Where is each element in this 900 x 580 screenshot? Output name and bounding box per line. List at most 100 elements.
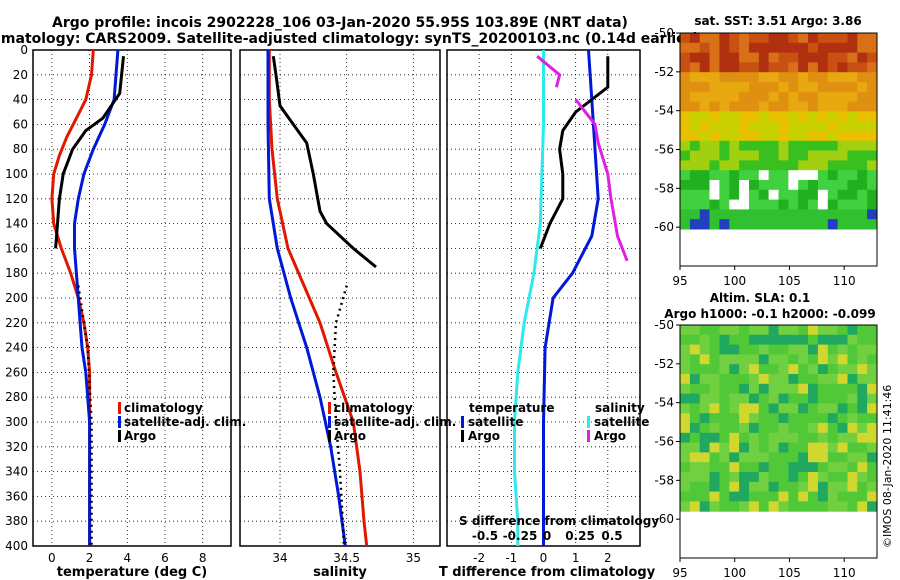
map-cell (808, 452, 819, 463)
map-cell (689, 344, 701, 355)
map-cell (798, 364, 809, 375)
map-cell (817, 52, 829, 63)
map-cell (798, 413, 809, 424)
map-cell (827, 131, 839, 142)
map-y-tick-label: -52 (654, 65, 674, 79)
map-cell (729, 452, 740, 463)
series-line-argo-part2 (77, 285, 93, 546)
map-cell (680, 180, 691, 191)
map-cell (817, 72, 829, 83)
map-cell (847, 393, 858, 404)
map-cell (798, 62, 809, 73)
map-cell (680, 491, 691, 502)
map-cell (739, 189, 750, 201)
map-cell (798, 150, 809, 161)
map-cell (749, 52, 760, 63)
map-cell (699, 452, 711, 463)
map-cell (867, 131, 878, 142)
map-cell (699, 364, 711, 375)
map-cell (788, 501, 799, 512)
map-cell (798, 111, 809, 122)
map-cell (827, 423, 839, 434)
map-cell (857, 33, 868, 44)
map-cell (808, 325, 819, 336)
map-x-tick-label: 105 (778, 274, 801, 288)
x-tick-label: 0 (540, 551, 548, 565)
map-cell (847, 121, 858, 132)
x-tick-label: 6 (161, 551, 169, 565)
map-cell (739, 393, 750, 404)
map-cell (719, 334, 730, 346)
legend-label-climatology: climatology (124, 401, 203, 415)
map-cell (749, 501, 760, 512)
map-cell (867, 442, 878, 453)
map-cell (837, 52, 848, 63)
map-cell (788, 334, 799, 346)
map-cell (729, 160, 740, 171)
map-cell (749, 472, 760, 483)
map-cell (719, 403, 730, 414)
map-cell (729, 413, 740, 424)
map-cell (827, 403, 839, 414)
x-tick-label: -2 (473, 551, 485, 565)
map-cell (709, 472, 720, 483)
y-tick-label: 360 (5, 489, 28, 503)
map-cell (749, 121, 760, 132)
map-cell (758, 354, 770, 365)
map-x-tick-label: 110 (833, 274, 856, 288)
map-cell (778, 62, 789, 73)
map-cell (680, 501, 691, 512)
map-cell (857, 481, 868, 493)
map-cell (729, 33, 740, 44)
map-cell (719, 33, 730, 44)
map-cell (827, 160, 839, 171)
map-cell (689, 374, 701, 385)
map-cell (749, 170, 760, 181)
map-cell (778, 393, 789, 404)
map-cell (847, 334, 858, 346)
map-cell (788, 442, 799, 453)
map-cell (867, 170, 878, 181)
map-cell (817, 219, 829, 230)
map-cell (758, 334, 770, 346)
map-cell (680, 189, 691, 201)
map-cell (808, 344, 819, 355)
map-cell (867, 344, 878, 355)
map-y-tick-label: -60 (654, 220, 674, 234)
map-cell (817, 209, 829, 220)
map-cell (798, 160, 809, 171)
map-cell (768, 42, 779, 54)
map-cell (749, 403, 760, 414)
map-cell (857, 160, 868, 171)
map-cell (709, 413, 720, 424)
map-cell (827, 219, 839, 230)
map-cell (680, 170, 691, 181)
map-cell (827, 209, 839, 220)
map-cell (837, 101, 848, 112)
map-cell (798, 354, 809, 365)
map-cell (768, 131, 779, 142)
map-cell (758, 111, 770, 122)
map-cell (719, 180, 730, 191)
map-cell (817, 364, 829, 375)
map-cell (768, 150, 779, 161)
map-cell (699, 472, 711, 483)
map-cell (847, 423, 858, 434)
map-cell (788, 170, 799, 181)
map-cell (867, 354, 878, 365)
map-cell (857, 423, 868, 434)
map-cell (749, 219, 760, 230)
map-cell (857, 150, 868, 161)
map-cell (778, 111, 789, 122)
map-cell (808, 383, 819, 395)
map-cell (729, 180, 740, 191)
map-cell (729, 101, 740, 112)
map-cell (758, 452, 770, 463)
series-line-s-argo (536, 55, 562, 88)
map-cell (739, 160, 750, 171)
map-cell (788, 364, 799, 375)
map-cell (680, 160, 691, 171)
map-cell (689, 42, 701, 54)
map-cell (699, 111, 711, 122)
map-cell (788, 403, 799, 414)
